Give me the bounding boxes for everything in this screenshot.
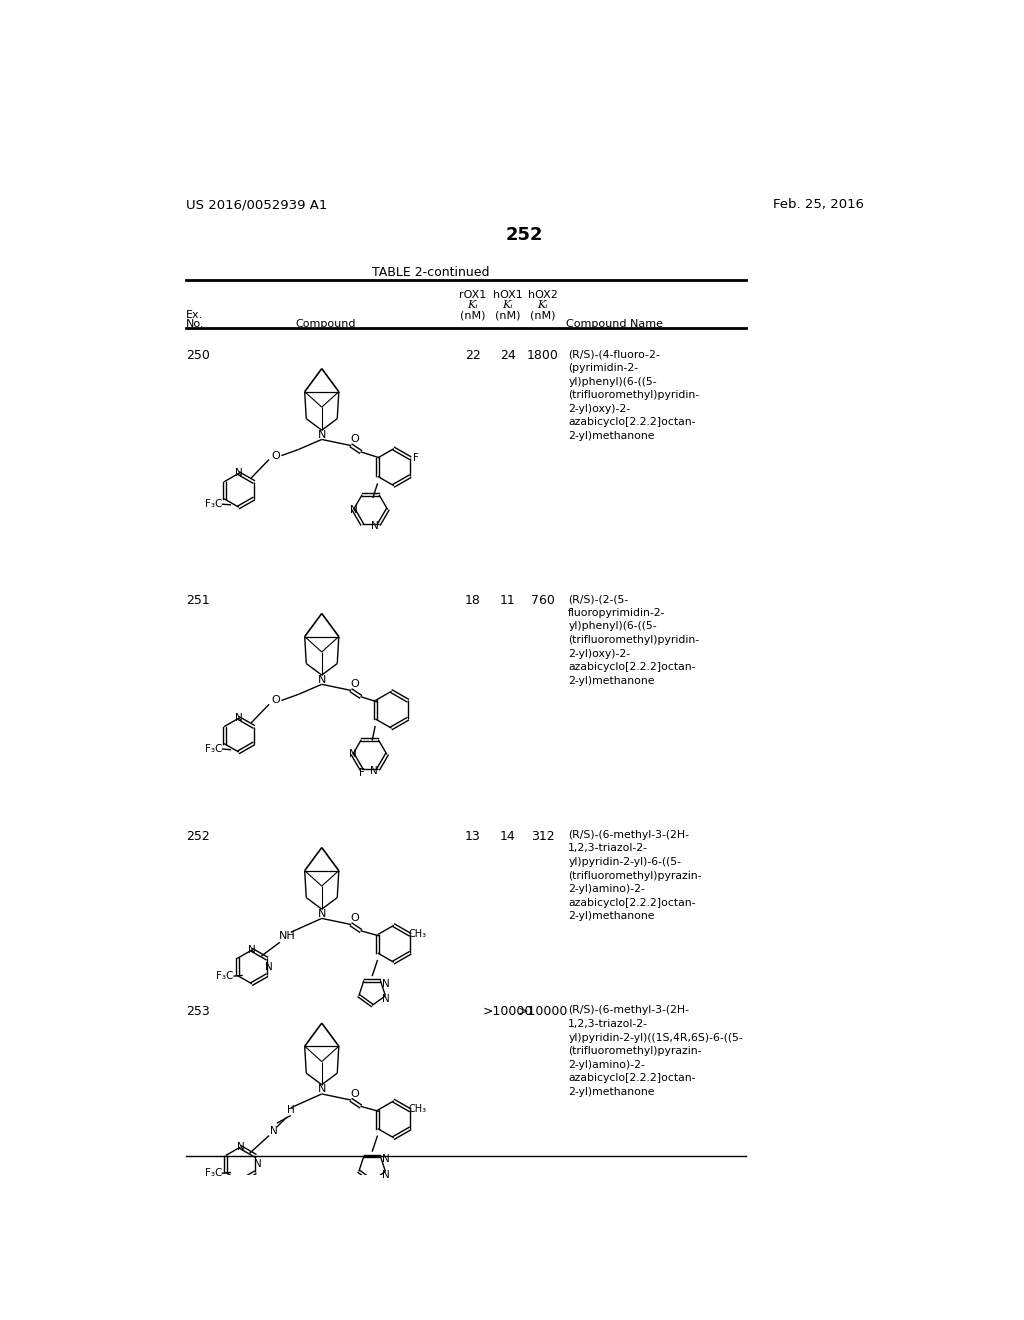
Text: Kᵢ: Kᵢ	[468, 300, 478, 310]
Text: 1800: 1800	[526, 350, 558, 363]
Text: 14: 14	[500, 830, 516, 843]
Text: N: N	[349, 750, 356, 759]
Text: Compound Name: Compound Name	[566, 319, 663, 329]
Text: N: N	[382, 979, 390, 989]
Text: US 2016/0052939 A1: US 2016/0052939 A1	[186, 198, 328, 211]
Text: F₃C: F₃C	[206, 499, 222, 510]
Text: Kᵢ: Kᵢ	[503, 300, 513, 310]
Text: N: N	[234, 469, 243, 478]
Text: O: O	[350, 913, 359, 924]
Text: N: N	[317, 908, 326, 919]
Text: 18: 18	[465, 594, 481, 607]
Text: hOX2: hOX2	[527, 290, 557, 300]
Text: NH: NH	[279, 931, 295, 941]
Text: 13: 13	[465, 830, 480, 843]
Text: 312: 312	[530, 830, 554, 843]
Text: O: O	[350, 434, 359, 445]
Text: N: N	[382, 994, 390, 1005]
Text: F₃C: F₃C	[206, 744, 222, 754]
Text: N: N	[371, 521, 378, 532]
Text: Feb. 25, 2016: Feb. 25, 2016	[773, 198, 864, 211]
Text: F₃C: F₃C	[205, 1168, 222, 1179]
Text: 252: 252	[506, 226, 544, 244]
Text: N: N	[317, 675, 326, 685]
Text: 252: 252	[186, 830, 210, 843]
Text: N: N	[382, 1155, 390, 1164]
Text: (R/S)-(4-fluoro-2-
(pyrimidin-2-
yl)phenyl)(6-((5-
(trifluoromethyl)pyridin-
2-y: (R/S)-(4-fluoro-2- (pyrimidin-2- yl)phen…	[568, 350, 699, 441]
Text: F: F	[359, 768, 365, 777]
Text: hOX1: hOX1	[493, 290, 522, 300]
Text: 253: 253	[186, 1006, 210, 1019]
Text: (nM): (nM)	[460, 310, 485, 319]
Text: N: N	[265, 962, 273, 972]
Text: O: O	[350, 1089, 359, 1100]
Text: N: N	[317, 1084, 326, 1094]
Text: O: O	[271, 450, 280, 461]
Text: H: H	[287, 1105, 295, 1115]
Text: F₃C: F₃C	[216, 972, 233, 981]
Text: rOX1: rOX1	[459, 290, 486, 300]
Text: CH₃: CH₃	[408, 929, 426, 939]
Text: N: N	[349, 504, 357, 515]
Text: >10000: >10000	[517, 1006, 568, 1019]
Text: N: N	[370, 767, 378, 776]
Text: 11: 11	[500, 594, 516, 607]
Text: TABLE 2-continued: TABLE 2-continued	[372, 267, 489, 280]
Text: Compound: Compound	[295, 319, 356, 329]
Text: N: N	[254, 1159, 261, 1170]
Text: (R/S)-(6-methyl-3-(2H-
1,2,3-triazol-2-
yl)pyridin-2-yl)-6-((5-
(trifluoromethyl: (R/S)-(6-methyl-3-(2H- 1,2,3-triazol-2- …	[568, 830, 701, 921]
Text: N: N	[237, 1142, 245, 1152]
Text: 760: 760	[530, 594, 555, 607]
Text: (R/S)-(6-methyl-3-(2H-
1,2,3-triazol-2-
yl)pyridin-2-yl)((1S,4R,6S)-6-((5-
(trif: (R/S)-(6-methyl-3-(2H- 1,2,3-triazol-2- …	[568, 1006, 743, 1097]
Text: 22: 22	[465, 350, 480, 363]
Text: 24: 24	[500, 350, 516, 363]
Text: >10000: >10000	[482, 1006, 532, 1019]
Text: F: F	[413, 453, 419, 463]
Text: 250: 250	[186, 350, 210, 363]
Text: O: O	[271, 696, 280, 705]
Text: N: N	[234, 713, 243, 723]
Text: (nM): (nM)	[495, 310, 520, 319]
Text: No.: No.	[186, 319, 205, 329]
Text: 251: 251	[186, 594, 210, 607]
Text: N: N	[382, 1170, 390, 1180]
Text: CH₃: CH₃	[408, 1105, 426, 1114]
Text: N: N	[248, 945, 256, 954]
Text: Kᵢ: Kᵢ	[538, 300, 548, 310]
Text: N: N	[270, 1126, 278, 1137]
Text: N: N	[317, 430, 326, 440]
Text: O: O	[350, 680, 359, 689]
Text: Ex.: Ex.	[186, 310, 204, 319]
Text: (R/S)-(2-(5-
fluoropyrimidin-2-
yl)phenyl)(6-((5-
(trifluoromethyl)pyridin-
2-yl: (R/S)-(2-(5- fluoropyrimidin-2- yl)pheny…	[568, 594, 699, 686]
Text: (nM): (nM)	[529, 310, 555, 319]
